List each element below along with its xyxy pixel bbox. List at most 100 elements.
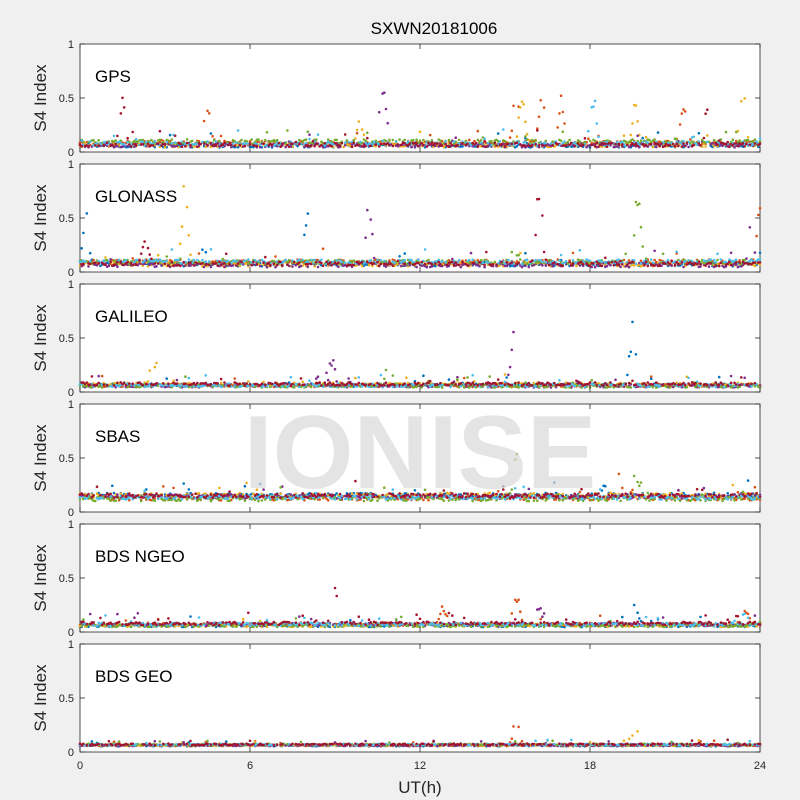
data-point	[354, 376, 357, 380]
data-point	[711, 141, 714, 145]
data-point	[617, 264, 621, 267]
data-point	[185, 141, 189, 145]
data-point	[697, 261, 701, 264]
data-point	[386, 121, 390, 125]
data-point	[581, 143, 585, 147]
data-point	[306, 263, 310, 266]
data-point	[116, 134, 119, 138]
data-point	[430, 262, 434, 266]
data-point	[556, 262, 559, 266]
data-point	[340, 141, 344, 145]
data-point	[352, 259, 356, 263]
data-point	[719, 258, 723, 261]
data-point	[326, 138, 330, 141]
data-point	[736, 144, 740, 148]
data-point	[309, 385, 313, 389]
data-point	[134, 263, 138, 267]
data-point	[615, 140, 619, 144]
data-point	[670, 259, 673, 263]
data-point	[758, 206, 762, 210]
data-point	[255, 263, 259, 266]
data-point	[219, 381, 223, 385]
data-point	[269, 263, 272, 267]
data-point	[734, 261, 738, 264]
data-point	[502, 128, 505, 131]
data-point	[699, 144, 702, 147]
data-point	[561, 130, 565, 134]
data-point	[219, 263, 223, 266]
data-point	[716, 252, 719, 256]
data-point	[728, 260, 731, 264]
data-point	[304, 224, 308, 227]
data-point	[672, 142, 675, 146]
data-point	[160, 144, 163, 147]
data-point	[371, 232, 374, 236]
data-point	[372, 140, 376, 144]
data-point	[510, 250, 514, 254]
y-tick-label: 0	[68, 147, 74, 159]
data-point	[733, 146, 736, 149]
data-point	[483, 139, 486, 143]
data-point	[379, 262, 383, 266]
data-point	[466, 376, 469, 379]
data-point	[342, 145, 345, 149]
data-point	[240, 138, 243, 142]
data-point	[422, 138, 425, 142]
data-point	[653, 138, 656, 141]
data-point	[525, 262, 529, 265]
data-point	[639, 259, 643, 263]
data-point	[717, 375, 721, 379]
data-point	[604, 256, 607, 260]
data-point	[377, 145, 381, 148]
data-point	[153, 365, 157, 369]
data-point	[536, 127, 539, 130]
data-point	[479, 139, 483, 142]
data-point	[114, 139, 117, 142]
data-point	[588, 259, 592, 263]
data-point	[202, 265, 206, 269]
data-point	[415, 138, 418, 141]
data-point	[88, 262, 92, 266]
data-point	[258, 143, 262, 146]
data-point	[559, 253, 563, 257]
data-point	[117, 140, 121, 143]
data-point	[94, 144, 97, 147]
data-point	[641, 141, 644, 144]
data-point	[536, 129, 539, 132]
data-point	[131, 130, 134, 134]
data-point	[175, 144, 179, 148]
data-point	[160, 264, 163, 267]
data-point	[207, 263, 211, 267]
data-point	[745, 142, 748, 146]
data-point	[564, 144, 568, 147]
data-point	[626, 143, 629, 147]
data-point	[170, 248, 174, 251]
data-point	[189, 261, 192, 264]
data-point	[578, 248, 582, 252]
data-point	[649, 140, 653, 144]
data-point	[204, 250, 208, 254]
data-point	[328, 362, 332, 365]
data-point	[364, 236, 367, 239]
data-point	[634, 200, 638, 204]
data-point	[366, 136, 369, 140]
data-point	[403, 138, 407, 142]
data-point	[483, 263, 486, 267]
data-point	[350, 145, 354, 149]
data-point	[553, 261, 556, 265]
data-point	[507, 142, 510, 146]
data-point	[326, 378, 330, 382]
data-point	[729, 263, 733, 267]
data-point	[235, 264, 238, 267]
data-point	[122, 143, 126, 146]
data-point	[417, 258, 420, 261]
data-point	[301, 380, 305, 384]
data-point	[505, 261, 509, 264]
data-point	[704, 112, 707, 115]
data-point	[82, 262, 85, 266]
data-point	[360, 128, 364, 131]
data-point	[184, 264, 187, 267]
data-point	[561, 110, 565, 114]
data-point	[456, 375, 459, 379]
